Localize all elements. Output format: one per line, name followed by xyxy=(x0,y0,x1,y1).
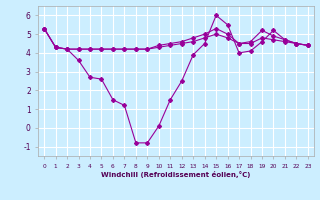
X-axis label: Windchill (Refroidissement éolien,°C): Windchill (Refroidissement éolien,°C) xyxy=(101,171,251,178)
